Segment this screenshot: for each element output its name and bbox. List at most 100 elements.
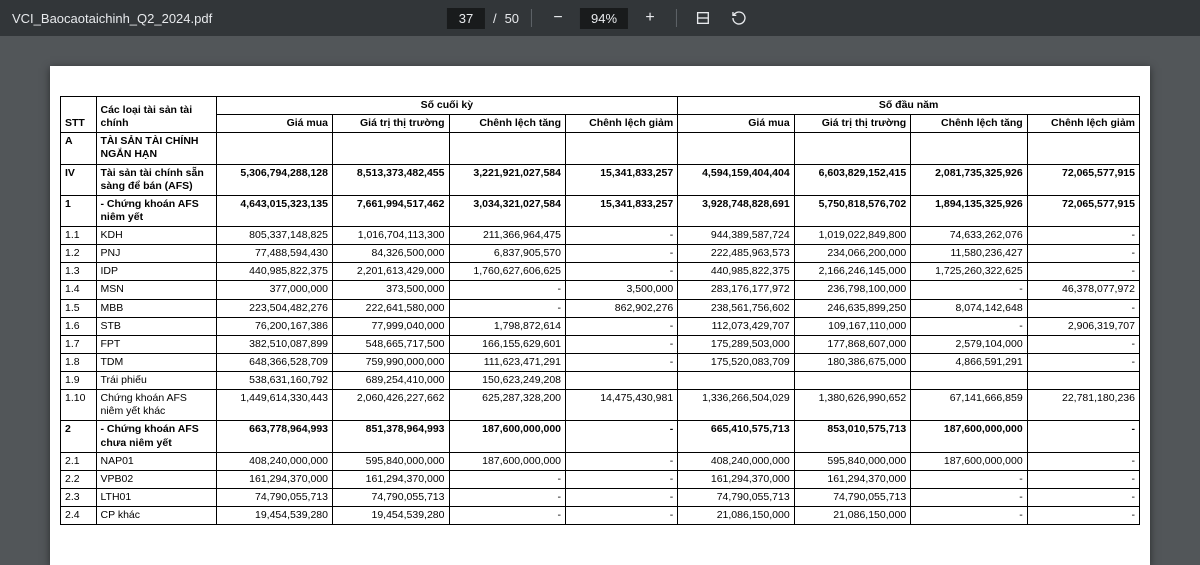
cell-value: 5,306,794,288,128 [216,164,333,195]
cell-value: 187,600,000,000 [911,452,1028,470]
cell-stt: 1.6 [61,317,97,335]
col-stt: STT [61,97,97,133]
cell-value: 440,985,822,375 [216,263,333,281]
cell-value: 236,798,100,000 [794,281,911,299]
cell-value: - [566,488,678,506]
cell-value: 177,868,607,000 [794,335,911,353]
cell-value: 234,066,200,000 [794,245,911,263]
pdf-page: STT Các loại tài sản tài chính Số cuối k… [50,66,1150,565]
cell-value: - [1027,299,1139,317]
page-input[interactable] [447,8,485,29]
cell-value: - [911,317,1028,335]
page-total: 50 [505,11,519,26]
col-cltang-l: Chênh lệch tăng [449,115,566,133]
zoom-out-button[interactable]: − [544,4,572,32]
cell-value: 595,840,000,000 [794,452,911,470]
cell-value: - [1027,488,1139,506]
cell-label: - Chứng khoán AFS niêm yết [96,195,216,226]
cell-value: 759,990,000,000 [333,353,450,371]
cell-stt: 2.4 [61,507,97,525]
cell-value: - [566,335,678,353]
cell-stt: 2.2 [61,470,97,488]
cell-stt: 1.3 [61,263,97,281]
cell-value: 46,378,077,972 [1027,281,1139,299]
cell-value [794,133,911,164]
cell-value [449,133,566,164]
cell-value: 851,378,964,993 [333,421,450,452]
cell-value: - [449,488,566,506]
cell-value: 1,449,614,330,443 [216,390,333,421]
cell-value: 2,906,319,707 [1027,317,1139,335]
table-body: ATÀI SẢN TÀI CHÍNH NGẮN HẠNIVTài sản tài… [61,133,1140,525]
cell-value: 175,289,503,000 [678,335,795,353]
cell-value [1027,133,1139,164]
cell-value: 22,781,180,236 [1027,390,1139,421]
cell-label: NAP01 [96,452,216,470]
col-clgiam-l: Chênh lệch giảm [566,115,678,133]
cell-value [794,372,911,390]
table-row: 2.4CP khác19,454,539,28019,454,539,280--… [61,507,1140,525]
cell-label: TÀI SẢN TÀI CHÍNH NGẮN HẠN [96,133,216,164]
table-row: 1.5MBB223,504,482,276222,641,580,000-862… [61,299,1140,317]
cell-value: 187,600,000,000 [449,421,566,452]
cell-value: 8,074,142,648 [911,299,1028,317]
col-gttt-r: Giá trị thị trường [794,115,911,133]
cell-value: 440,985,822,375 [678,263,795,281]
cell-label: Trái phiếu [96,372,216,390]
table-row: 2.1NAP01408,240,000,000 595,840,000,00018… [61,452,1140,470]
cell-value: - [566,227,678,245]
cell-value: 862,902,276 [566,299,678,317]
zoom-input[interactable] [580,8,628,29]
pdf-viewport[interactable]: STT Các loại tài sản tài chính Số cuối k… [0,36,1200,565]
cell-value [566,133,678,164]
col-gttt-l: Giá trị thị trường [333,115,450,133]
cell-value: 109,167,110,000 [794,317,911,335]
cell-value: - [911,488,1028,506]
cell-stt: 2 [61,421,97,452]
fit-page-button[interactable] [689,4,717,32]
cell-label: TDM [96,353,216,371]
cell-value: 175,520,083,709 [678,353,795,371]
cell-value: 67,141,666,859 [911,390,1028,421]
cell-value [911,372,1028,390]
cell-value: 853,010,575,713 [794,421,911,452]
cell-value: 3,500,000 [566,281,678,299]
table-row: 2- Chứng khoán AFS chưa niêm yết663,778,… [61,421,1140,452]
cell-value: 538,631,160,792 [216,372,333,390]
cell-value: 21,086,150,000 [678,507,795,525]
cell-value: 161,294,370,000 [216,470,333,488]
cell-value: 3,034,321,027,584 [449,195,566,226]
cell-value: 6,837,905,570 [449,245,566,263]
table-row: 1.9Trái phiếu538,631,160,792689,254,410,… [61,372,1140,390]
cell-value: 238,561,756,602 [678,299,795,317]
cell-stt: 2.1 [61,452,97,470]
col-label: Các loại tài sản tài chính [96,97,216,133]
cell-value: 14,475,430,981 [566,390,678,421]
cell-value: - [566,470,678,488]
cell-value: - [911,470,1028,488]
cell-stt: 1.7 [61,335,97,353]
cell-value [333,133,450,164]
rotate-button[interactable] [725,4,753,32]
cell-value: 377,000,000 [216,281,333,299]
cell-value: 944,389,587,724 [678,227,795,245]
cell-label: VPB02 [96,470,216,488]
separator [531,9,532,27]
cell-value: - [1027,353,1139,371]
cell-value: 1,380,626,990,652 [794,390,911,421]
cell-value [566,372,678,390]
table-row: 1.6STB76,200,167,38677,999,040,0001,798,… [61,317,1140,335]
cell-value: 3,928,748,828,691 [678,195,795,226]
zoom-in-button[interactable]: + [636,4,664,32]
cell-value: 74,633,262,076 [911,227,1028,245]
filename: VCI_Baocaotaichinh_Q2_2024.pdf [12,11,212,26]
cell-value: - [911,281,1028,299]
cell-label: LTH01 [96,488,216,506]
cell-value: 1,760,627,606,625 [449,263,566,281]
cell-stt: 2.3 [61,488,97,506]
cell-value: 408,240,000,000 [216,452,333,470]
toolbar-center: / 50 − + [447,4,753,32]
cell-value: 77,488,594,430 [216,245,333,263]
cell-value: - [1027,263,1139,281]
cell-value: - [449,281,566,299]
